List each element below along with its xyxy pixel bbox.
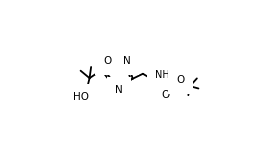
Text: HO: HO (73, 92, 89, 102)
Text: O: O (162, 90, 170, 100)
Text: N: N (123, 56, 131, 66)
Text: NH: NH (155, 70, 170, 80)
Text: N: N (115, 85, 123, 95)
Text: O: O (103, 56, 111, 66)
Text: O: O (176, 75, 184, 85)
